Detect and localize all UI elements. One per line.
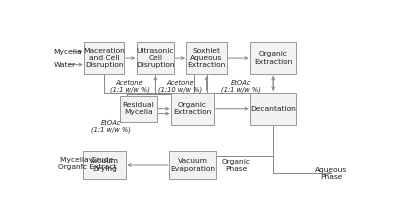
FancyBboxPatch shape [84, 42, 124, 74]
Text: Water: Water [54, 62, 76, 68]
Text: Residual
Mycelia: Residual Mycelia [122, 102, 154, 115]
Text: Soxhlet
Aqueous
Extraction: Soxhlet Aqueous Extraction [187, 48, 226, 68]
FancyBboxPatch shape [171, 93, 214, 125]
Text: Vacuum
Drying: Vacuum Drying [89, 158, 119, 172]
Text: Ultrasonic
Cell
Disruption: Ultrasonic Cell Disruption [136, 48, 175, 68]
Text: Vacuum
Evaporation: Vacuum Evaporation [170, 158, 215, 172]
Text: Maceration
and Cell
Disruption: Maceration and Cell Disruption [83, 48, 125, 68]
Text: Organic
Extraction: Organic Extraction [254, 52, 292, 65]
FancyBboxPatch shape [169, 151, 216, 179]
Text: Organic
Phase: Organic Phase [222, 159, 250, 172]
Text: EtOAc
(1:1 w/w %): EtOAc (1:1 w/w %) [91, 120, 131, 133]
Text: EtOAc
(1:1 w/w %): EtOAc (1:1 w/w %) [221, 80, 260, 93]
Text: Acetone
(1:1 w/w %): Acetone (1:1 w/w %) [110, 80, 150, 93]
FancyBboxPatch shape [186, 42, 227, 74]
Text: Mycelia Crude
Organic Extract: Mycelia Crude Organic Extract [58, 157, 116, 170]
FancyBboxPatch shape [120, 96, 157, 122]
Text: Aqueous
Phase: Aqueous Phase [315, 167, 348, 180]
Text: Mycelia: Mycelia [54, 49, 82, 54]
FancyBboxPatch shape [82, 151, 126, 179]
FancyBboxPatch shape [137, 42, 174, 74]
Text: Organic
Extraction: Organic Extraction [174, 102, 212, 115]
FancyBboxPatch shape [250, 93, 296, 125]
FancyBboxPatch shape [250, 42, 296, 74]
Text: Acetone
(1:10 w/w %): Acetone (1:10 w/w %) [158, 80, 202, 93]
Text: Decantation: Decantation [250, 106, 296, 112]
